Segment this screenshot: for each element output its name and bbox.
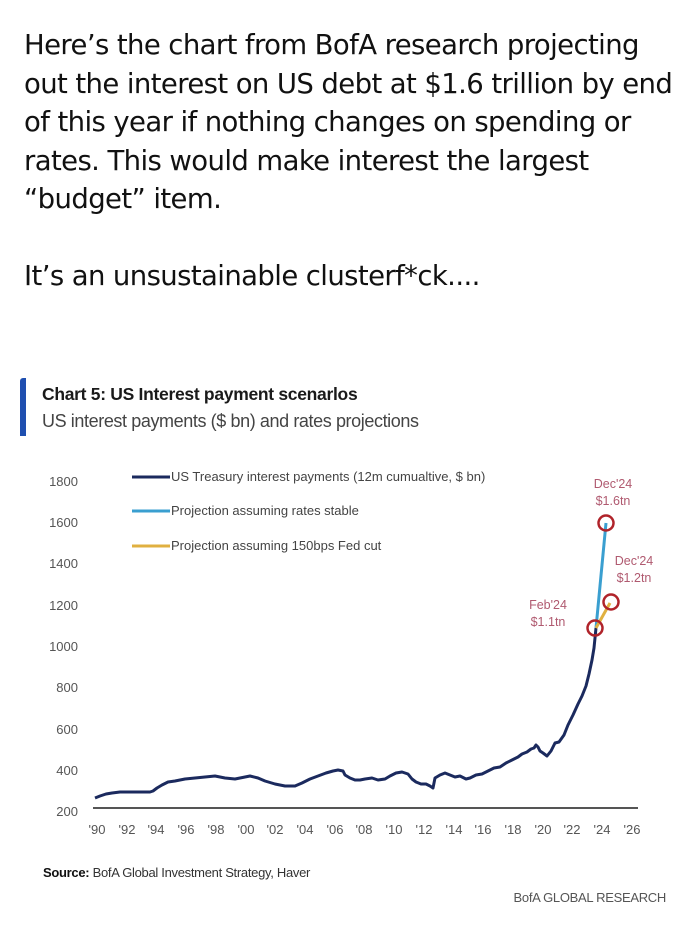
y-tick: 800: [56, 680, 78, 695]
y-tick: 1800: [49, 474, 78, 489]
x-tick: '96: [178, 822, 195, 837]
y-tick: 600: [56, 722, 78, 737]
marker-dec24-stable: [597, 514, 615, 532]
series-cut-line: [594, 602, 612, 629]
x-tick: '18: [505, 822, 522, 837]
annotation-feb24-date: Feb'24: [529, 598, 567, 612]
post-paragraph-2: It’s an unsustainable clusterf*ck....: [24, 259, 480, 292]
chart-title: Chart 5: US Interest payment scenarlos: [42, 384, 358, 404]
x-tick: '22: [564, 822, 581, 837]
annotation-dec24-stable-value: $1.6tn: [596, 494, 631, 508]
series-stable-line: [594, 522, 608, 629]
x-tick: '06: [327, 822, 344, 837]
x-tick: '94: [148, 822, 165, 837]
y-axis-labels: 1800 1600 1400 1200 1000 800 600 400 200: [49, 474, 78, 819]
annotation-dec24-cut-date: Dec'24: [615, 554, 654, 568]
annotation-dec24-stable-date: Dec'24: [594, 477, 633, 491]
marker-feb24: [586, 619, 604, 637]
chart-subtitle: US interest payments ($ bn) and rates pr…: [42, 411, 419, 431]
y-tick: 1600: [49, 515, 78, 530]
post-paragraph-1: Here’s the chart from BofA research proj…: [24, 29, 673, 215]
x-tick: '08: [356, 822, 373, 837]
x-tick: '00: [238, 822, 255, 837]
x-tick: '26: [624, 822, 641, 837]
chart-accent-bar: [20, 378, 26, 436]
legend: US Treasury interest payments (12m cumua…: [132, 469, 485, 553]
annotation-feb24-value: $1.1tn: [531, 615, 566, 629]
y-tick: 1400: [49, 556, 78, 571]
brand-label: BofA GLOBAL RESEARCH: [513, 890, 667, 905]
y-tick: 200: [56, 804, 78, 819]
source-text: BofA Global Investment Strategy, Haver: [89, 865, 311, 880]
x-tick: '16: [475, 822, 492, 837]
legend-label-cut: Projection assuming 150bps Fed cut: [171, 538, 382, 553]
y-tick: 1200: [49, 598, 78, 613]
post-text: Here’s the chart from BofA research proj…: [24, 26, 684, 295]
x-tick: '24: [594, 822, 611, 837]
y-tick: 400: [56, 763, 78, 778]
x-tick: '90: [89, 822, 106, 837]
x-tick: '10: [386, 822, 403, 837]
annotation-dec24-cut-value: $1.2tn: [617, 571, 652, 585]
x-axis-labels: '90 '92 '94 '96 '98 '00 '02 '04 '06 '08 …: [89, 822, 641, 837]
x-tick: '92: [119, 822, 136, 837]
y-tick: 1000: [49, 639, 78, 654]
annotations: Feb'24 $1.1tn Dec'24 $1.2tn Dec'24 $1.6t…: [529, 477, 653, 629]
x-tick: '98: [208, 822, 225, 837]
source-label: Source:: [43, 865, 90, 880]
legend-label-stable: Projection assuming rates stable: [171, 503, 359, 518]
x-tick: '12: [416, 822, 433, 837]
x-tick: '04: [297, 822, 314, 837]
x-tick: '14: [446, 822, 463, 837]
x-tick: '02: [267, 822, 284, 837]
series-actual-line: [94, 627, 598, 800]
chart-image: Chart 5: US Interest payment scenarlos U…: [0, 360, 700, 929]
x-tick: '20: [535, 822, 552, 837]
line-chart: 1800 1600 1400 1200 1000 800 600 400 200…: [49, 469, 653, 837]
marker-dec24-cut: [602, 593, 620, 611]
legend-label-actual: US Treasury interest payments (12m cumua…: [171, 469, 485, 484]
chart-source: Source: BofA Global Investment Strategy,…: [43, 865, 310, 880]
